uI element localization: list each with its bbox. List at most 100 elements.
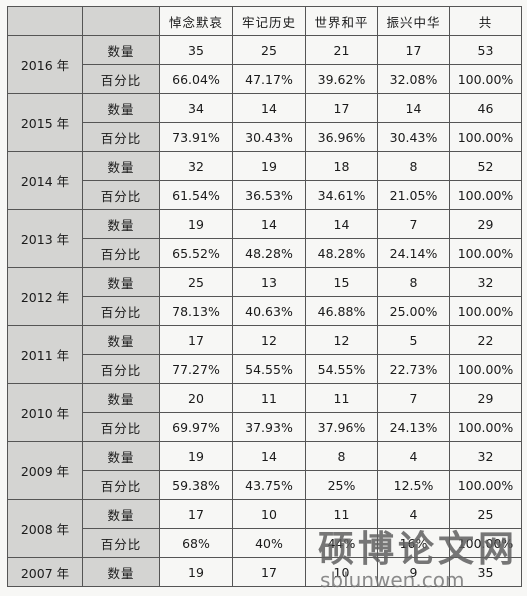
value-cell: 8	[377, 267, 450, 297]
metric-cell: 百分比	[82, 354, 160, 384]
value-cell: 8	[377, 151, 450, 181]
header-cell: 悼念默哀	[159, 6, 233, 36]
value-cell: 52	[449, 151, 522, 181]
value-cell: 15	[305, 267, 378, 297]
year-cell: 2013 年	[7, 209, 83, 268]
value-cell: 100.00%	[449, 412, 522, 442]
value-cell: 10	[232, 499, 306, 529]
table-row: 2007 年数量 19 17 10 9 35	[7, 557, 522, 587]
table-row: 2012 年数量 25 13 15 8 32	[7, 267, 522, 326]
value-cell: 59.38%	[159, 470, 233, 500]
value-cell: 14	[377, 93, 450, 123]
table-row: 2016 年数量 35 25 21 17 53	[7, 35, 522, 94]
value-cell: 32	[449, 267, 522, 297]
value-cell: 54.55%	[305, 354, 378, 384]
header-row: 悼念默哀 牢记历史 世界和平 振兴中华 共	[7, 6, 522, 36]
value-cell: 30.43%	[232, 122, 306, 152]
value-cell: 32	[159, 151, 233, 181]
value-cell: 17	[159, 499, 233, 529]
value-cell: 40.63%	[232, 296, 306, 326]
value-cell: 7	[377, 383, 450, 413]
value-cell: 100.00%	[449, 238, 522, 268]
year-cell: 2011 年	[7, 325, 83, 384]
value-cell: 24.14%	[377, 238, 450, 268]
value-cell: 17	[377, 35, 450, 65]
value-cell: 32.08%	[377, 64, 450, 94]
table-row: 百分比 77.27% 54.55% 54.55% 22.73% 100.00%	[8, 354, 522, 384]
value-cell: 20	[159, 383, 233, 413]
value-cell: 37.93%	[232, 412, 306, 442]
statistics-table: 悼念默哀 牢记历史 世界和平 振兴中华 共 2016 年数量 35 25 21 17 53…	[7, 6, 522, 587]
value-cell: 37.96%	[305, 412, 378, 442]
value-cell: 36.53%	[232, 180, 306, 210]
value-cell: 77.27%	[159, 354, 233, 384]
value-cell: 22	[449, 325, 522, 355]
value-cell: 32	[449, 441, 522, 471]
value-cell: 25.00%	[377, 296, 450, 326]
value-cell: 25	[449, 499, 522, 529]
value-cell: 19	[159, 557, 233, 587]
metric-cell: 数量	[82, 499, 160, 529]
value-cell: 22.73%	[377, 354, 450, 384]
header-cell: 共	[449, 6, 522, 36]
metric-cell: 百分比	[82, 64, 160, 94]
value-cell: 8	[305, 441, 378, 471]
value-cell: 40%	[232, 528, 306, 558]
metric-cell: 数量	[82, 441, 160, 471]
value-cell: 100.00%	[449, 180, 522, 210]
value-cell: 19	[159, 209, 233, 239]
value-cell: 35	[449, 557, 522, 587]
value-cell: 11	[305, 383, 378, 413]
value-cell: 19	[159, 441, 233, 471]
value-cell: 13	[232, 267, 306, 297]
value-cell: 25	[159, 267, 233, 297]
metric-cell: 数量	[82, 557, 160, 587]
metric-cell: 数量	[82, 267, 160, 297]
value-cell: 53	[449, 35, 522, 65]
metric-cell: 百分比	[82, 296, 160, 326]
value-cell: 35	[159, 35, 233, 65]
value-cell: 100.00%	[449, 470, 522, 500]
table-row: 百分比 78.13% 40.63% 46.88% 25.00% 100.00%	[8, 296, 522, 326]
metric-cell: 数量	[82, 209, 160, 239]
year-cell: 2012 年	[7, 267, 83, 326]
table-row: 百分比 65.52% 48.28% 48.28% 24.14% 100.00%	[8, 238, 522, 268]
metric-cell: 数量	[82, 383, 160, 413]
header-cell: 振兴中华	[377, 6, 450, 36]
metric-cell: 数量	[82, 325, 160, 355]
metric-cell: 百分比	[82, 238, 160, 268]
value-cell: 100.00%	[449, 64, 522, 94]
value-cell: 43.75%	[232, 470, 306, 500]
value-cell: 46.88%	[305, 296, 378, 326]
value-cell: 21.05%	[377, 180, 450, 210]
value-cell: 30.43%	[377, 122, 450, 152]
value-cell: 29	[449, 209, 522, 239]
value-cell: 14	[232, 93, 306, 123]
value-cell: 66.04%	[159, 64, 233, 94]
value-cell: 29	[449, 383, 522, 413]
table-body: 2016 年数量 35 25 21 17 53 百分比 66.04% 47.17% 39.62% 3…	[7, 35, 522, 587]
value-cell: 61.54%	[159, 180, 233, 210]
value-cell: 100.00%	[449, 296, 522, 326]
header-cell-metric	[82, 6, 160, 36]
value-cell: 25	[232, 35, 306, 65]
value-cell: 16%	[377, 528, 450, 558]
value-cell: 73.91%	[159, 122, 233, 152]
header-cell-corner	[7, 6, 83, 36]
value-cell: 19	[232, 151, 306, 181]
year-cell: 2008 年	[7, 499, 83, 558]
table-row: 2011 年数量 17 12 12 5 22	[7, 325, 522, 384]
year-cell: 2015 年	[7, 93, 83, 152]
header-cell: 牢记历史	[232, 6, 306, 36]
metric-cell: 百分比	[82, 528, 160, 558]
year-cell: 2009 年	[7, 441, 83, 500]
year-cell: 2007 年	[7, 557, 83, 587]
metric-cell: 数量	[82, 93, 160, 123]
value-cell: 36.96%	[305, 122, 378, 152]
value-cell: 100.00%	[449, 354, 522, 384]
table-row: 2014 年数量 32 19 18 8 52	[7, 151, 522, 210]
value-cell: 34	[159, 93, 233, 123]
header-cell: 世界和平	[305, 6, 378, 36]
value-cell: 11	[305, 499, 378, 529]
value-cell: 100.00%	[449, 122, 522, 152]
